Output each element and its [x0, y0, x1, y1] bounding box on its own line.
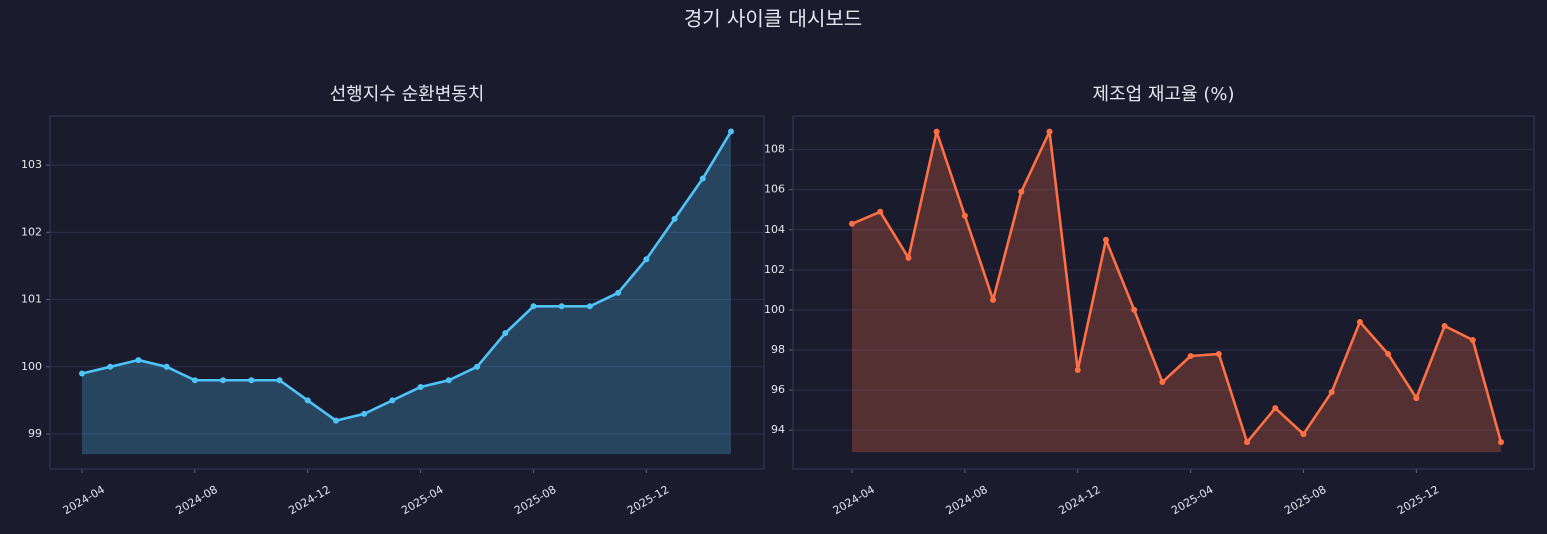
line	[81, 130, 733, 422]
point	[961, 212, 968, 219]
point	[1244, 439, 1251, 446]
point	[728, 128, 734, 135]
point	[699, 175, 706, 182]
point	[502, 330, 509, 337]
point	[990, 296, 997, 303]
y-tick-label: 108	[764, 143, 785, 156]
point	[1328, 389, 1335, 396]
point	[1074, 367, 1081, 374]
chart-title: 제조업 재고율 (%)	[1093, 84, 1235, 105]
y-tick-label: 103	[21, 158, 42, 171]
point	[1046, 128, 1053, 135]
area	[82, 131, 731, 455]
y-tick-label: 99	[28, 427, 42, 440]
y-tick-label: 94	[771, 423, 785, 436]
point	[163, 363, 170, 370]
point	[248, 377, 255, 384]
line	[851, 130, 1503, 444]
y-tick-label: 102	[764, 263, 785, 276]
point	[474, 363, 481, 370]
y-tick-label: 102	[21, 225, 42, 238]
point	[332, 417, 339, 424]
point	[1187, 353, 1194, 360]
point	[79, 370, 85, 377]
point	[191, 377, 198, 384]
point	[558, 303, 565, 310]
y-tick-label: 106	[764, 183, 785, 196]
point	[1385, 351, 1392, 358]
point	[1102, 236, 1109, 243]
point	[1159, 379, 1166, 386]
y-tick-label: 104	[764, 223, 785, 236]
point	[905, 254, 912, 261]
point	[1356, 318, 1363, 325]
point	[933, 128, 940, 135]
point	[586, 303, 593, 310]
dashboard-title: 경기 사이클 대시보드	[684, 7, 862, 31]
point	[877, 208, 884, 215]
point	[1413, 395, 1420, 402]
point	[276, 377, 283, 384]
point	[389, 397, 396, 404]
point	[1441, 322, 1448, 329]
point	[445, 377, 452, 384]
plot-frame	[49, 115, 765, 470]
point	[615, 289, 622, 296]
point	[1272, 405, 1279, 412]
point	[135, 357, 142, 364]
y-tick-label: 100	[21, 360, 42, 373]
point	[1018, 188, 1025, 195]
y-tick-label: 101	[21, 293, 42, 306]
point	[1215, 351, 1222, 358]
point	[530, 303, 537, 310]
point	[417, 383, 424, 390]
y-tick-label: 96	[771, 383, 785, 396]
point	[643, 256, 650, 263]
area	[852, 131, 1501, 453]
point	[1300, 431, 1307, 438]
point	[1131, 306, 1138, 313]
chart-title: 선행지수 순환변동치	[330, 84, 485, 105]
point	[361, 410, 368, 417]
point	[671, 215, 678, 222]
point	[1498, 439, 1504, 446]
point	[1469, 336, 1476, 343]
point	[220, 377, 227, 384]
y-tick-label: 98	[771, 343, 785, 356]
point	[107, 363, 114, 370]
point	[304, 397, 311, 404]
plot-frame	[792, 115, 1535, 470]
point	[849, 220, 855, 227]
y-tick-label: 100	[764, 303, 785, 316]
